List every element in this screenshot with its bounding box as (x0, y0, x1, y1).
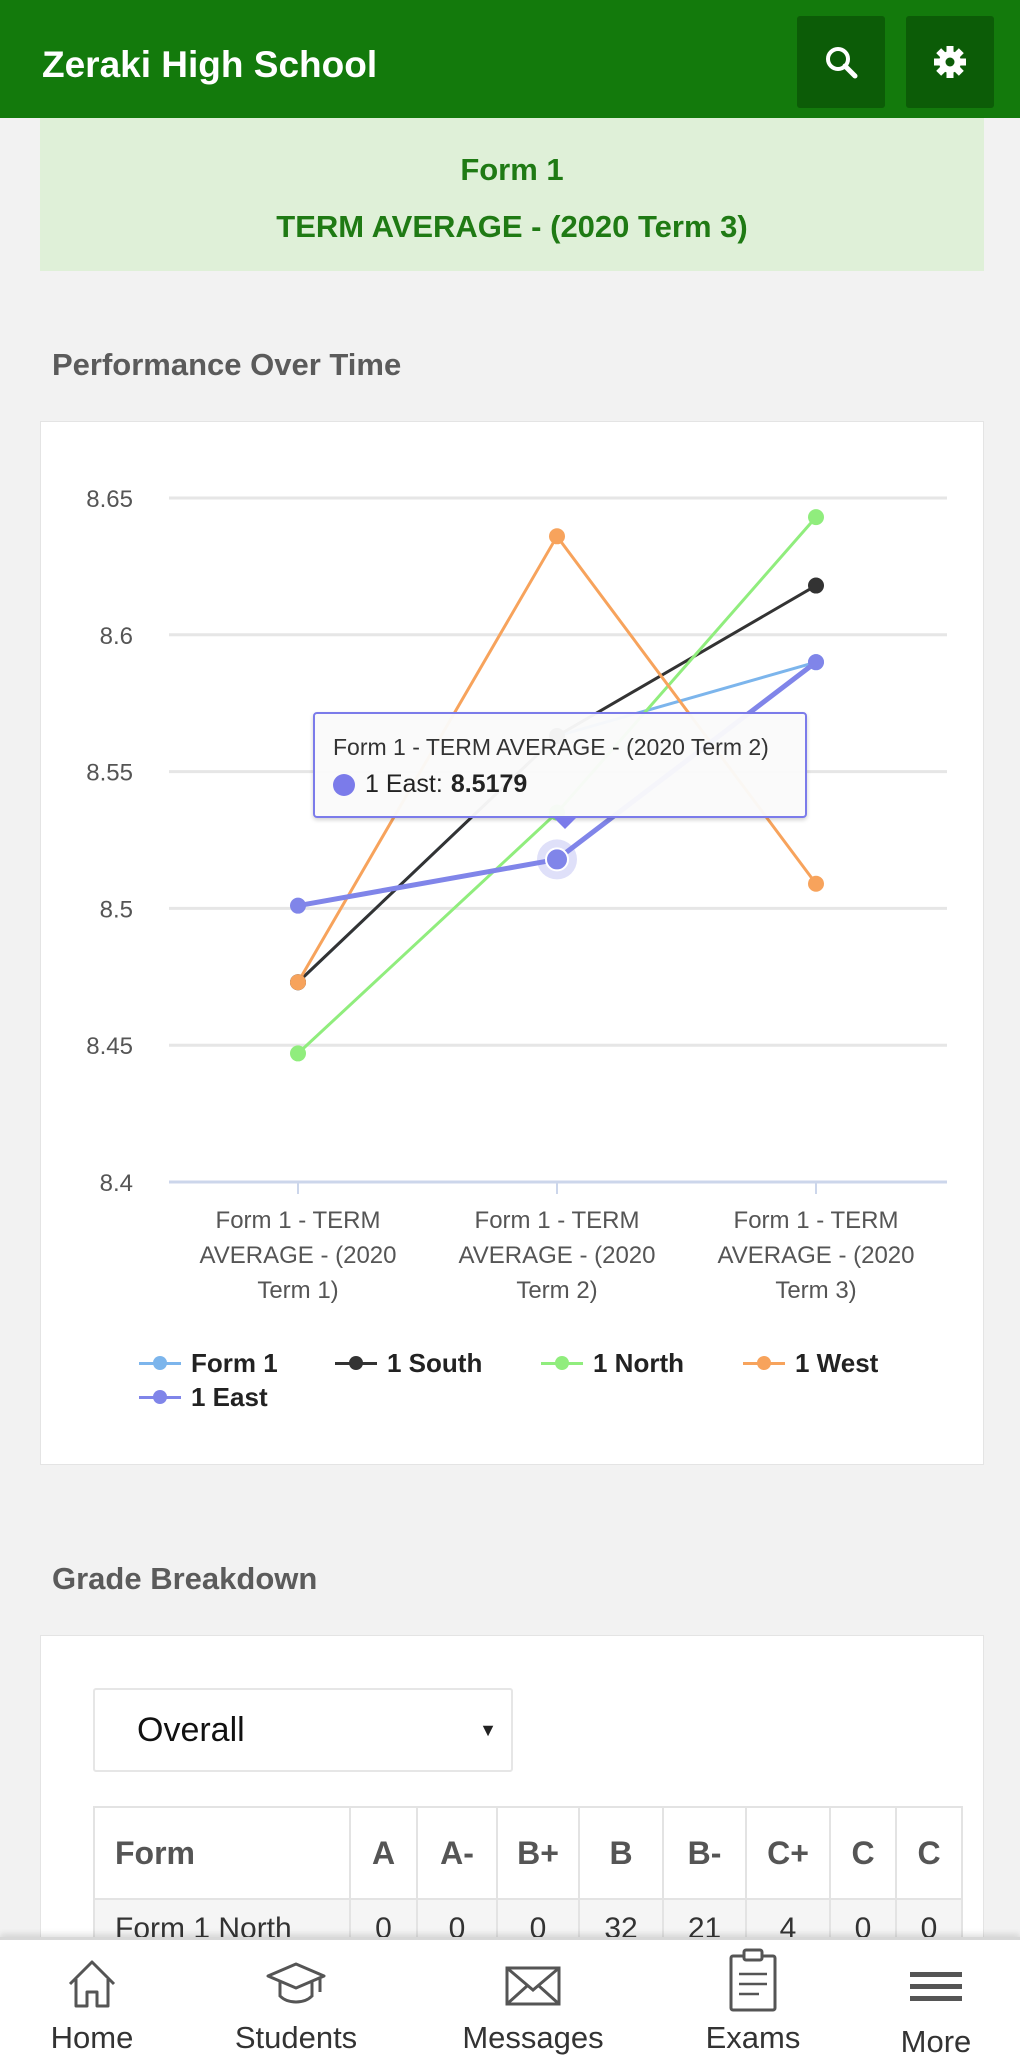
grade-filter-value: Overall (137, 1711, 245, 1749)
legend-swatch (139, 1356, 181, 1370)
column-header-grade[interactable]: C+ (745, 1806, 831, 1900)
context-banner: Form 1 TERM AVERAGE - (2020 Term 3) (40, 118, 984, 271)
legend-swatch (743, 1356, 785, 1370)
nav-label: Messages (462, 2020, 604, 2055)
home-icon (2, 1950, 182, 2012)
legend-item[interactable]: 1 West (743, 1346, 878, 1380)
performance-title: Performance Over Time (52, 347, 402, 382)
performance-chart-card: 8.4 8.45 8.5 8.55 8.6 8.65 Form 1 - TERM AVERAG… (40, 421, 984, 1465)
column-header-grade[interactable]: C (829, 1806, 897, 1900)
legend-item[interactable]: 1 North (541, 1346, 684, 1380)
grade-breakdown-title: Grade Breakdown (52, 1561, 318, 1596)
performance-chart[interactable]: 8.4 8.45 8.5 8.55 8.6 8.65 Form 1 - TERM AVERAG… (41, 422, 985, 1466)
series-point (290, 897, 306, 914)
y-tick-label: 8.55 (86, 760, 133, 787)
y-tick-label: 8.5 (100, 896, 133, 923)
banner-form: Form 1 (460, 152, 564, 187)
column-header-grade[interactable]: B+ (496, 1806, 580, 1900)
chevron-down-icon: ▼ (479, 1720, 497, 1740)
menu-icon (846, 1950, 1020, 2012)
legend-label: 1 East (191, 1381, 268, 1412)
legend-label: 1 South (387, 1347, 483, 1378)
nav-label: Students (234, 2020, 358, 2055)
series-point (808, 875, 824, 892)
tooltip-value: 8.5179 (450, 770, 528, 798)
legend-swatch (335, 1356, 377, 1370)
column-header-grade[interactable]: B (578, 1806, 664, 1900)
nav-students[interactable]: Students (206, 1950, 386, 2056)
legend-swatch (541, 1356, 583, 1370)
column-header-grade[interactable]: A- (416, 1806, 498, 1900)
series-point (808, 654, 824, 671)
bottom-navigation: Home Students Messages Exams More (0, 1937, 1020, 2061)
search-button[interactable] (797, 16, 885, 108)
nav-home[interactable]: Home (2, 1950, 182, 2056)
grade-table-header: Form A A- B+ B B- C+ C C (93, 1806, 963, 1900)
grade-filter-select[interactable]: Overall ▼ (93, 1688, 513, 1772)
nav-label: Home (50, 2020, 134, 2055)
series-point (290, 974, 306, 991)
tooltip-series-name: 1 East: (365, 770, 443, 798)
column-header-form[interactable]: Form (93, 1806, 351, 1900)
hover-point (545, 847, 569, 872)
column-header-grade[interactable]: A (349, 1806, 418, 1900)
nav-exams[interactable]: Exams (663, 1948, 843, 2056)
y-tick-label: 8.45 (86, 1033, 133, 1060)
legend-label: Form 1 (191, 1347, 278, 1378)
chart-tooltip: Form 1 - TERM AVERAGE - (2020 Term 2) 1 … (313, 712, 807, 829)
series-point (808, 509, 824, 526)
nav-more[interactable]: More (846, 1950, 1020, 2060)
column-header-grade[interactable]: C (895, 1806, 963, 1900)
envelope-icon (443, 1950, 623, 2012)
series-point (808, 577, 824, 594)
tooltip-pointer (553, 817, 577, 829)
tooltip-series-dot (333, 773, 355, 796)
column-header-grade[interactable]: B- (662, 1806, 747, 1900)
nav-label: Exams (705, 2020, 801, 2055)
legend-label: 1 West (795, 1347, 879, 1378)
series-point (290, 1045, 306, 1062)
y-tick-label: 8.6 (100, 623, 133, 650)
x-tick-label: Form 1 - TERM AVERAGE - (2020 Term 1) (200, 1207, 397, 1304)
graduation-cap-icon (206, 1950, 386, 2012)
search-icon (826, 47, 858, 79)
nav-label: More (900, 2024, 972, 2059)
legend-label: 1 North (593, 1347, 684, 1378)
legend-item[interactable]: 1 East (139, 1380, 268, 1414)
settings-button[interactable] (906, 16, 994, 108)
app-title: Zeraki High School (42, 44, 378, 85)
legend-item[interactable]: Form 1 (139, 1346, 278, 1380)
clipboard-icon (663, 1948, 843, 2012)
y-tick-label: 8.65 (86, 486, 133, 513)
gear-icon (934, 46, 966, 78)
legend-swatch (139, 1390, 181, 1404)
tooltip-row: 1 East: 8.5179 (333, 770, 527, 799)
app-bar: Zeraki High School (0, 0, 1020, 118)
legend-item[interactable]: 1 South (335, 1346, 482, 1380)
banner-exam: TERM AVERAGE - (2020 Term 3) (276, 209, 748, 244)
x-tick-label: Form 1 - TERM AVERAGE - (2020 Term 2) (459, 1207, 656, 1304)
x-tick-label: Form 1 - TERM AVERAGE - (2020 Term 3) (718, 1207, 915, 1304)
nav-messages[interactable]: Messages (443, 1950, 623, 2056)
tooltip-header: Form 1 - TERM AVERAGE - (2020 Term 2) (333, 734, 769, 760)
y-tick-label: 8.4 (100, 1170, 133, 1197)
series-point (549, 528, 565, 545)
